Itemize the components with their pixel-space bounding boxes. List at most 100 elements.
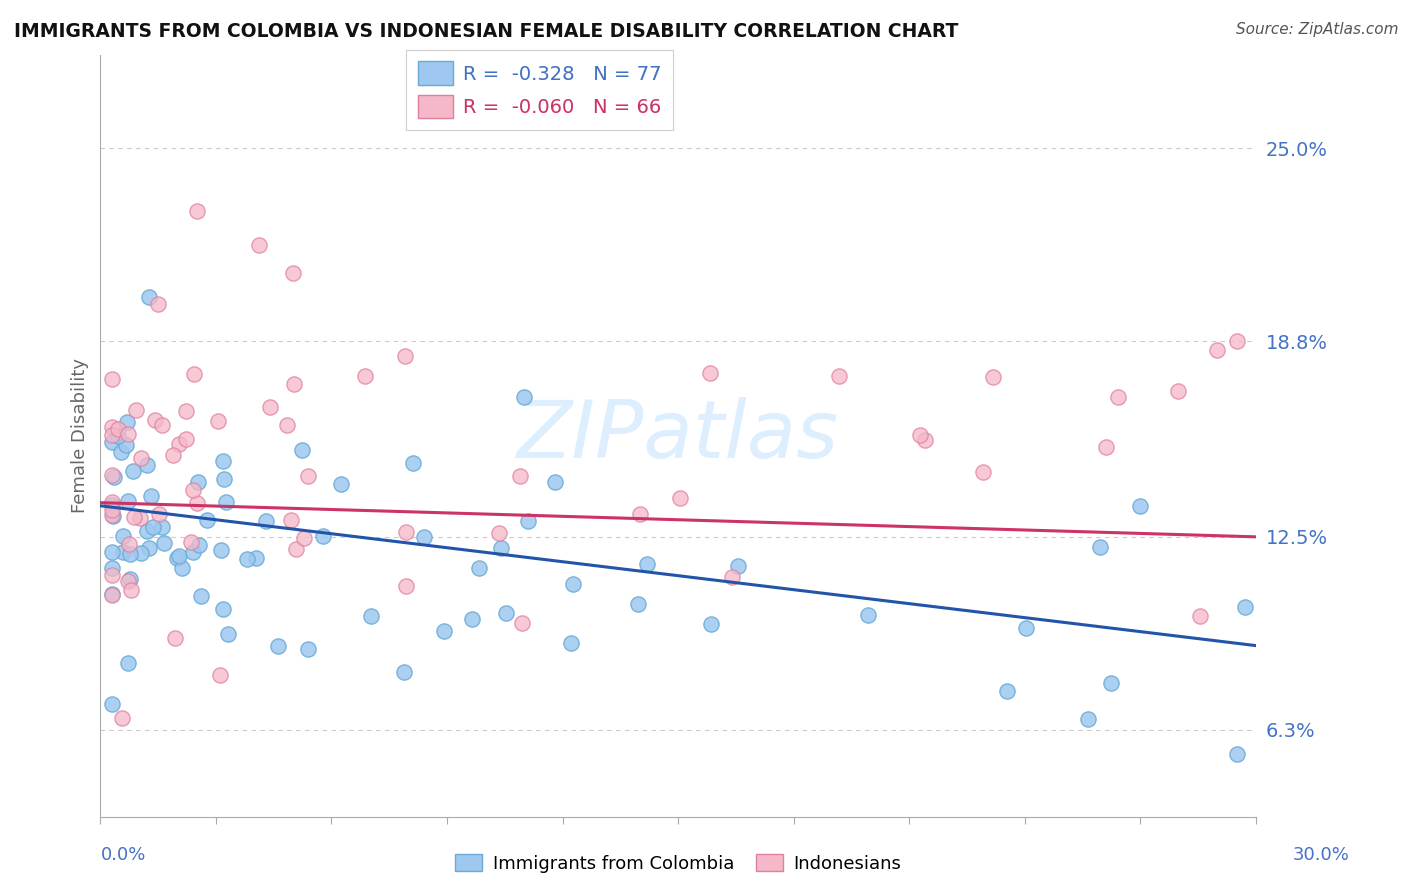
Point [176,404,198,418]
Point [290,442,312,457]
Point [129,546,152,560]
Text: Source: ZipAtlas.com: Source: ZipAtlas.com [1236,22,1399,37]
Point [1077,713,1099,727]
Point [112,545,135,559]
Point [129,451,152,466]
Point [297,469,319,483]
Point [395,524,418,539]
Point [245,550,267,565]
Point [101,467,124,482]
Point [208,668,231,682]
Point [101,568,124,582]
Point [215,495,238,509]
Point [117,415,139,429]
Point [162,448,184,462]
Point [186,203,208,218]
Point [122,509,145,524]
Point [1188,608,1211,623]
Point [395,579,418,593]
Point [1206,343,1229,358]
Point [110,445,132,459]
Point [112,529,135,543]
Point [560,636,582,650]
Point [166,550,188,565]
Point [212,472,235,486]
Point [516,514,538,528]
Point [509,469,531,483]
Point [354,369,377,384]
Point [280,513,302,527]
Point [488,525,510,540]
Point [174,432,197,446]
Point [120,572,142,586]
Point [1226,334,1249,348]
Point [997,684,1019,698]
Point [101,508,124,523]
Point [1094,440,1116,454]
Point [142,520,165,534]
Point [107,422,129,436]
Point [138,541,160,556]
Point [101,697,124,711]
Text: ZIP​atlas: ZIP​atlas [517,397,839,475]
Point [110,711,132,725]
Point [727,558,749,573]
Point [1099,676,1122,690]
Point [181,483,204,497]
Point [103,470,125,484]
Point [908,428,931,442]
Point [1167,384,1189,399]
Point [114,438,136,452]
Point [394,349,416,363]
Point [101,435,124,450]
Point [101,495,124,509]
Text: 30.0%: 30.0% [1294,846,1350,863]
Point [150,417,173,432]
Point [172,561,194,575]
Point [143,413,166,427]
Point [118,537,141,551]
Point [1129,499,1152,513]
Point [236,551,259,566]
Point [101,498,124,512]
Point [146,297,169,311]
Point [281,266,304,280]
Point [195,512,218,526]
Point [135,524,157,538]
Point [209,543,232,558]
Point [699,367,721,381]
Point [152,536,174,550]
Point [495,606,517,620]
Point [1088,540,1111,554]
Point [180,535,202,549]
Point [139,490,162,504]
Point [828,369,851,384]
Point [513,390,536,404]
Point [101,545,124,559]
Point [247,237,270,252]
Point [212,602,235,616]
Point [101,503,124,517]
Point [186,496,208,510]
Point [188,538,211,552]
Point [217,626,239,640]
Point [720,569,742,583]
Point [636,557,658,571]
Point [101,561,124,575]
Text: IMMIGRANTS FROM COLOMBIA VS INDONESIAN FEMALE DISABILITY CORRELATION CHART: IMMIGRANTS FROM COLOMBIA VS INDONESIAN F… [14,22,959,41]
Point [700,617,723,632]
Point [330,477,353,491]
Point [121,464,143,478]
Point [1107,390,1129,404]
Point [1015,621,1038,635]
Point [190,590,212,604]
Point [259,400,281,414]
Point [101,588,124,602]
Point [267,639,290,653]
Point [392,665,415,680]
Point [117,426,139,441]
Point [413,530,436,544]
Point [187,475,209,490]
Point [148,507,170,521]
Point [561,576,583,591]
